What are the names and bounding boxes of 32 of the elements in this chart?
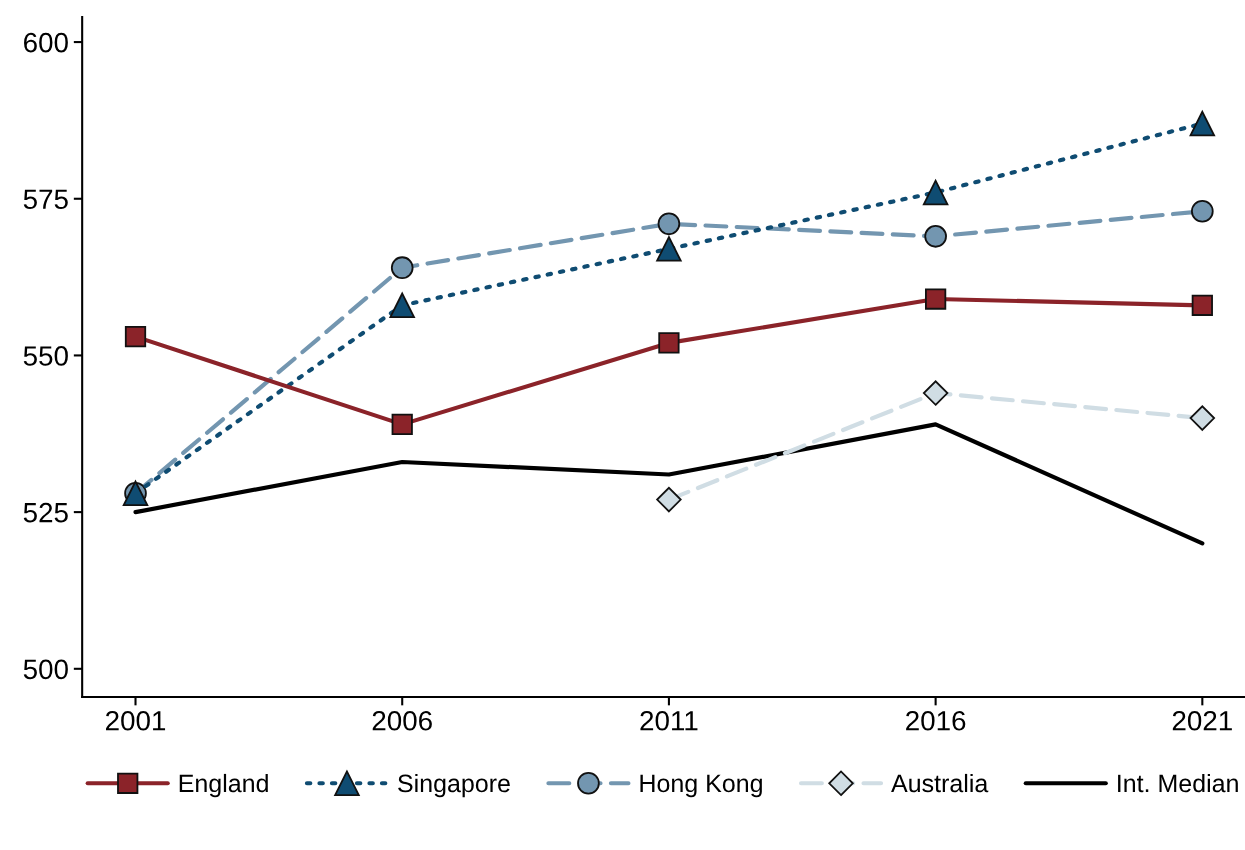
point: [922, 179, 949, 206]
x-tick-label: 2001: [106, 710, 166, 731]
point: [1191, 199, 1214, 223]
point: [657, 212, 681, 236]
y-tick-label: 500: [23, 659, 68, 680]
y-tick-label: 575: [23, 189, 68, 210]
point: [391, 413, 413, 436]
point: [922, 380, 949, 406]
point: [1189, 405, 1216, 431]
legend-label: Int. Median: [1118, 773, 1238, 793]
x-tick-label: 2011: [640, 710, 698, 731]
x-tick-label: 2006: [372, 710, 432, 731]
y-tick-label: 600: [24, 32, 68, 53]
line-series: [133, 422, 1205, 546]
point: [1189, 110, 1216, 137]
point: [389, 292, 415, 319]
x-tick-label: 2016: [906, 710, 966, 731]
point: [390, 256, 414, 280]
legend-label: Singapore: [398, 773, 510, 798]
legend-label: Hong Kong: [640, 774, 762, 798]
y-tick-label: 550: [23, 346, 68, 366]
point: [924, 288, 947, 310]
point: [924, 225, 947, 248]
point: [656, 236, 682, 262]
point: [1191, 294, 1213, 316]
x-tick-label: 2021: [1172, 710, 1232, 731]
y-tick-label: 525: [23, 502, 68, 523]
point: [656, 486, 682, 513]
point: [124, 326, 147, 348]
point: [658, 332, 680, 354]
legend-label: England: [179, 773, 268, 798]
legend-label: Australia: [891, 773, 989, 793]
